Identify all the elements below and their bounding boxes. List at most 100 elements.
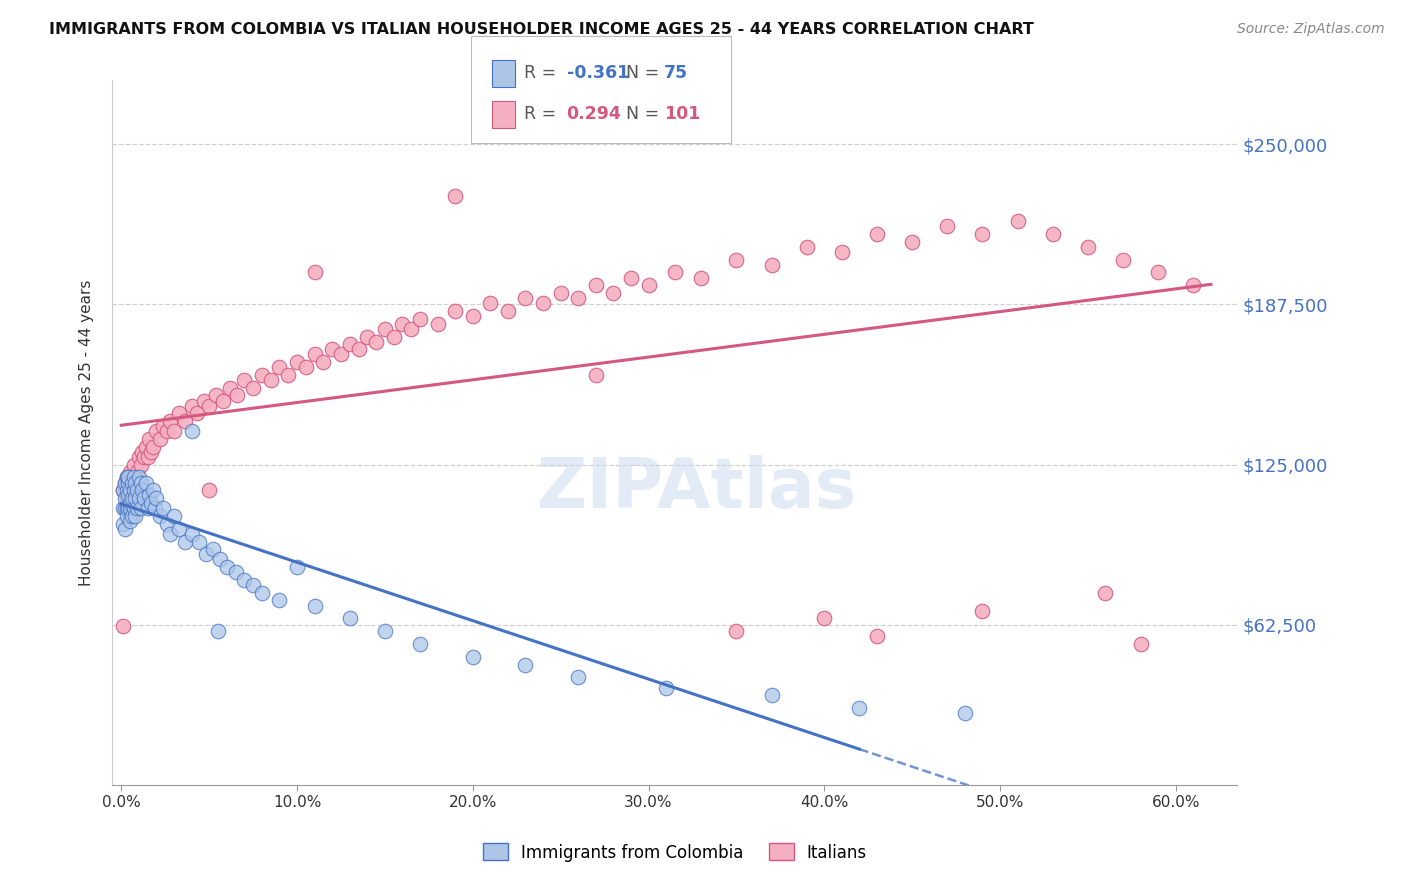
Point: [637, 278, 659, 293]
Point: [138, 488, 160, 502]
Point: [761, 258, 783, 272]
Point: [120, 514, 141, 528]
Point: [531, 296, 554, 310]
Point: [401, 322, 423, 336]
Point: [461, 649, 484, 664]
Point: [128, 450, 150, 464]
Point: [664, 265, 686, 279]
Point: [226, 388, 249, 402]
Point: [111, 501, 135, 516]
Text: R =: R =: [524, 105, 557, 123]
Point: [131, 483, 153, 498]
Point: [312, 355, 335, 369]
Point: [169, 406, 191, 420]
Point: [142, 483, 165, 498]
Legend: Immigrants from Colombia, Italians: Immigrants from Colombia, Italians: [477, 837, 873, 868]
Point: [163, 425, 186, 439]
Point: [129, 501, 152, 516]
Point: [111, 483, 135, 498]
Point: [114, 501, 136, 516]
Point: [585, 368, 607, 382]
Point: [135, 440, 157, 454]
Point: [120, 496, 141, 510]
Point: [115, 508, 138, 523]
Point: [567, 291, 589, 305]
Point: [515, 291, 537, 305]
Point: [496, 304, 519, 318]
Point: [1077, 240, 1099, 254]
Point: [163, 508, 186, 523]
Point: [201, 542, 224, 557]
Point: [114, 522, 136, 536]
Text: ZIPAtlas: ZIPAtlas: [537, 456, 858, 523]
Point: [321, 343, 343, 357]
Text: N =: N =: [626, 105, 659, 123]
Text: N =: N =: [626, 64, 659, 82]
Point: [515, 657, 537, 672]
Point: [602, 285, 624, 300]
Point: [1182, 278, 1205, 293]
Point: [129, 475, 152, 490]
Point: [1007, 214, 1029, 228]
Point: [114, 491, 136, 505]
Point: [159, 414, 181, 428]
Point: [117, 501, 139, 516]
Point: [585, 278, 607, 293]
Point: [115, 483, 138, 498]
Point: [120, 483, 141, 498]
Point: [1112, 252, 1135, 267]
Point: [339, 337, 361, 351]
Point: [225, 566, 247, 580]
Point: [124, 475, 146, 490]
Point: [115, 470, 138, 484]
Point: [111, 483, 135, 498]
Point: [207, 624, 229, 639]
Point: [250, 586, 273, 600]
Point: [391, 317, 413, 331]
Point: [426, 317, 449, 331]
Point: [277, 368, 299, 382]
Point: [215, 560, 238, 574]
Point: [198, 483, 221, 498]
Point: [128, 491, 150, 505]
Point: [444, 304, 467, 318]
Point: [120, 501, 141, 516]
Point: [122, 470, 145, 484]
Point: [725, 252, 748, 267]
Point: [132, 450, 156, 464]
Text: IMMIGRANTS FROM COLOMBIA VS ITALIAN HOUSEHOLDER INCOME AGES 25 - 44 YEARS CORREL: IMMIGRANTS FROM COLOMBIA VS ITALIAN HOUS…: [49, 22, 1033, 37]
Point: [141, 496, 163, 510]
Point: [143, 501, 166, 516]
Point: [339, 611, 361, 625]
Point: [124, 483, 146, 498]
Point: [813, 611, 835, 625]
Point: [127, 501, 149, 516]
Point: [260, 373, 283, 387]
Point: [242, 381, 264, 395]
Point: [141, 445, 163, 459]
Text: 0.294: 0.294: [567, 105, 621, 123]
Point: [1094, 586, 1116, 600]
Point: [186, 406, 208, 420]
Point: [128, 470, 150, 484]
Point: [972, 604, 994, 618]
Text: 75: 75: [664, 64, 688, 82]
Y-axis label: Householder Income Ages 25 - 44 years: Householder Income Ages 25 - 44 years: [79, 279, 94, 586]
Point: [169, 522, 191, 536]
Point: [250, 368, 273, 382]
Point: [129, 458, 152, 472]
Point: [114, 501, 136, 516]
Point: [356, 329, 378, 343]
Point: [242, 578, 264, 592]
Point: [180, 425, 202, 439]
Point: [117, 475, 139, 490]
Point: [304, 347, 326, 361]
Point: [479, 296, 502, 310]
Point: [187, 534, 209, 549]
Point: [936, 219, 959, 234]
Point: [233, 573, 256, 587]
Point: [382, 329, 405, 343]
Point: [180, 526, 202, 541]
Point: [269, 360, 291, 375]
Point: [690, 270, 713, 285]
